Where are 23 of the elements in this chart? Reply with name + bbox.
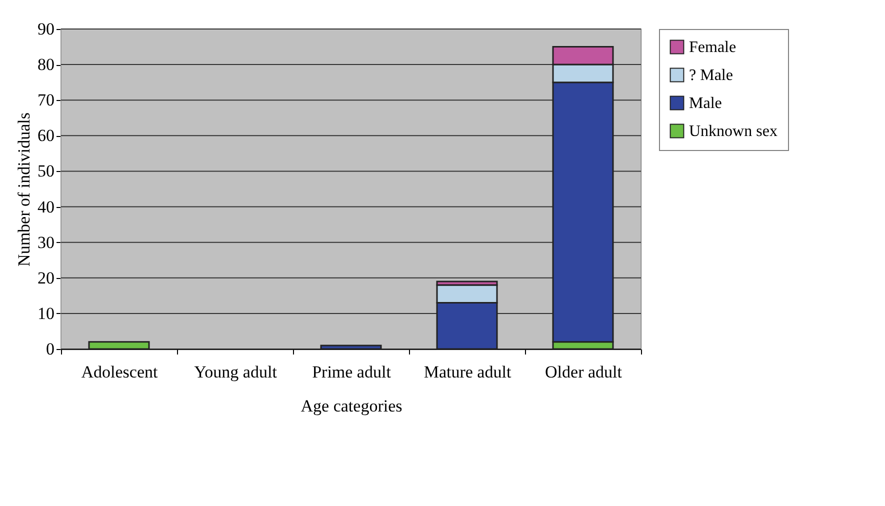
x-tick-label: Older adult bbox=[545, 362, 622, 382]
bar bbox=[88, 341, 150, 350]
y-tick-label: 0 bbox=[46, 340, 54, 358]
x-tick-label: Young adult bbox=[194, 362, 278, 382]
legend-label: Female bbox=[689, 39, 736, 56]
legend-label: Unknown sex bbox=[689, 123, 778, 140]
bar bbox=[320, 344, 382, 350]
x-tick-label: Prime adult bbox=[312, 362, 392, 382]
y-axis-title: Number of individuals bbox=[14, 112, 34, 266]
y-tick-label: 20 bbox=[38, 268, 54, 288]
y-tick-label: 70 bbox=[38, 90, 54, 110]
legend-label: Male bbox=[689, 95, 722, 112]
y-tick-label: 30 bbox=[38, 232, 54, 252]
y-tick-label: 10 bbox=[38, 304, 54, 323]
x-tick-label: Adolescent bbox=[81, 362, 158, 382]
x-tick-label: Mature adult bbox=[424, 362, 512, 382]
y-tick-label: 50 bbox=[38, 162, 54, 181]
y-tick-label: 90 bbox=[38, 20, 54, 38]
x-axis-title: Age categories bbox=[300, 396, 402, 416]
y-tick-label: 40 bbox=[38, 197, 54, 216]
y-tick-label: 80 bbox=[38, 55, 54, 74]
y-tick-label: 60 bbox=[38, 126, 54, 146]
legend-label: ? Male bbox=[689, 67, 733, 84]
